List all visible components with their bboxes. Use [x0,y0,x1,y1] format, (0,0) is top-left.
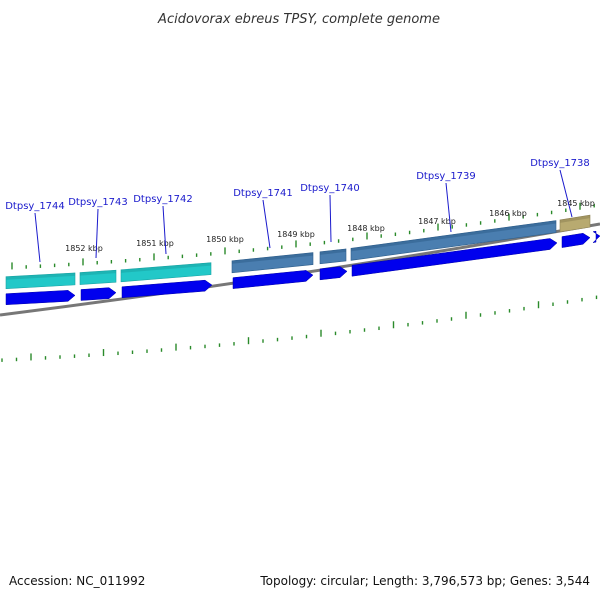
gene-label-dtpsy_1741[interactable]: Dtpsy_1741 [233,188,293,199]
gene-block-shadow [560,215,590,223]
gene-leader-line [329,194,332,243]
cds-arrow [121,279,213,299]
map-title: Acidovorax ebreus TPSY, complete genome [157,12,440,27]
scale-label: 1845 kbp [557,199,595,208]
cds-arrow [232,270,314,289]
gene-leader-line [559,169,573,218]
scale-label: 1851 kbp [136,239,174,248]
scale-label: 1850 kbp [206,235,244,244]
genome-summary-text: Topology: circular; Length: 3,796,573 bp… [260,574,590,588]
cds-arrow [80,287,117,301]
gene-leader-line [445,182,452,233]
cds-arrow [5,290,76,305]
scale-labels: 1852 kbp 1851 kbp 1850 kbp 1849 kbp 1848 kbp… [65,199,595,253]
cds-arrow [592,230,600,244]
cds-arrows [5,230,600,305]
gene-label-dtpsy_1742[interactable]: Dtpsy_1742 [133,194,193,205]
gene-label-dtpsy_1740[interactable]: Dtpsy_1740 [300,183,360,194]
gene-block-shadow [121,262,211,273]
gene-block-shadow [351,220,556,252]
gene-block-shadow [232,252,313,264]
cds-arrow [351,238,558,277]
cds-arrow [561,233,591,248]
inner-ticks [1,295,598,362]
accession-text: Accession: NC_011992 [9,574,146,588]
gene-block-shadow [320,248,346,255]
gene-leader-line [162,205,167,255]
gene-block-shadow [80,270,116,276]
scale-label: 1849 kbp [277,230,315,239]
scale-label: 1848 kbp [347,224,385,233]
scale-label: 1847 kbp [418,217,456,226]
gene-label-dtpsy_1744[interactable]: Dtpsy_1744 [5,201,65,212]
gene-labels: Dtpsy_1744 Dtpsy_1743 Dtpsy_1742 Dtpsy_1741… [5,158,590,263]
gene-block-shadow [6,272,75,280]
outer-ticks [11,202,595,270]
gene-blocks [5,214,591,290]
gene-leader-line [262,199,271,249]
gene-label-dtpsy_1739[interactable]: Dtpsy_1739 [416,171,476,182]
cds-arrow [319,266,348,281]
gene-label-dtpsy_1738[interactable]: Dtpsy_1738 [530,158,590,169]
gene-label-dtpsy_1743[interactable]: Dtpsy_1743 [68,197,128,208]
gene-leader-line [95,208,99,259]
gene-leader-line [34,212,41,263]
scale-label: 1846 kbp [489,209,527,218]
scale-label: 1852 kbp [65,244,103,253]
